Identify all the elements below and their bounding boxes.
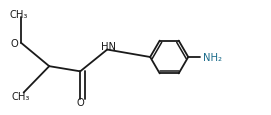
Text: CH₃: CH₃ <box>9 10 27 20</box>
Text: O: O <box>10 38 18 48</box>
Text: NH₂: NH₂ <box>203 53 222 62</box>
Text: O: O <box>76 97 84 107</box>
Text: HN: HN <box>101 42 116 52</box>
Text: CH₃: CH₃ <box>12 91 30 101</box>
